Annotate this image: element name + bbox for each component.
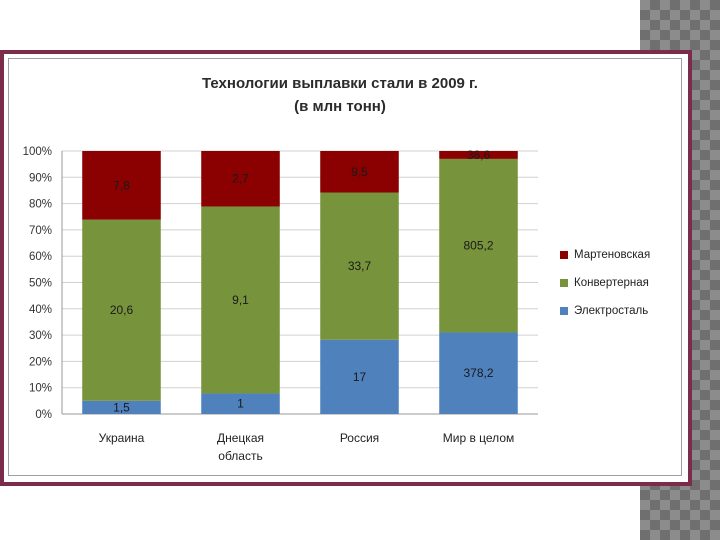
data-label: 36,6 bbox=[467, 148, 491, 162]
bar-segment bbox=[320, 339, 399, 414]
bar-segment bbox=[201, 151, 280, 207]
x-category-label: Днецкая bbox=[217, 431, 264, 445]
bar-segment bbox=[439, 158, 518, 333]
bar-segment bbox=[439, 151, 518, 159]
legend: Мартеновская Конвертерная Электросталь bbox=[560, 241, 650, 325]
bar-segment bbox=[201, 393, 280, 414]
y-tick-label: 30% bbox=[29, 330, 52, 342]
data-label: 7,8 bbox=[113, 178, 130, 192]
y-tick-label: 0% bbox=[35, 409, 52, 421]
y-tick-label: 20% bbox=[29, 356, 52, 368]
y-tick-label: 90% bbox=[29, 172, 52, 184]
data-label: 1 bbox=[237, 397, 244, 411]
x-category-label: Мир в целом bbox=[443, 431, 515, 445]
data-label: 378,2 bbox=[463, 366, 493, 380]
data-label: 805,2 bbox=[463, 239, 493, 253]
bar-segment bbox=[201, 206, 280, 394]
bar-segment bbox=[320, 151, 399, 193]
y-tick-label: 10% bbox=[29, 383, 52, 395]
data-label: 20,6 bbox=[110, 303, 134, 317]
bar-segment bbox=[82, 151, 161, 220]
legend-label: Электросталь bbox=[574, 305, 649, 317]
y-tick-label: 40% bbox=[29, 304, 52, 316]
data-label: 17 bbox=[353, 370, 367, 384]
legend-label: Мартеновская bbox=[574, 249, 651, 261]
legend-item: Конвертерная bbox=[560, 269, 650, 297]
legend-label: Конвертерная bbox=[574, 277, 649, 289]
y-tick-label: 70% bbox=[29, 225, 52, 237]
bar-segment bbox=[320, 192, 399, 340]
data-label: 9,5 bbox=[351, 165, 368, 179]
bar-segment bbox=[82, 219, 161, 401]
x-category-label: Украина bbox=[99, 431, 145, 445]
y-tick-label: 50% bbox=[29, 278, 52, 290]
y-tick-label: 80% bbox=[29, 199, 52, 211]
y-tick-label: 60% bbox=[29, 251, 52, 263]
chart-subtitle: (в млн тонн) bbox=[294, 98, 386, 115]
data-label: 1,5 bbox=[113, 400, 130, 414]
data-label: 2,7 bbox=[232, 172, 249, 186]
bar-segment bbox=[82, 400, 161, 414]
data-label: 33,7 bbox=[348, 259, 372, 273]
x-category-label: Россия bbox=[340, 431, 379, 445]
chart-area-border bbox=[8, 58, 682, 476]
data-label: 9,1 bbox=[232, 293, 249, 307]
bar-segment bbox=[439, 332, 518, 414]
y-tick-label: 100% bbox=[23, 146, 52, 158]
chart-title: Технологии выплавки стали в 2009 г. bbox=[202, 75, 478, 92]
legend-item: Мартеновская bbox=[560, 241, 650, 269]
x-category-label: область bbox=[218, 449, 262, 463]
legend-swatch bbox=[560, 279, 568, 287]
legend-swatch bbox=[560, 307, 568, 315]
chart-title-block: Технологии выплавки стали в 2009 г. (в м… bbox=[150, 72, 530, 118]
legend-swatch bbox=[560, 251, 568, 259]
legend-item: Электросталь bbox=[560, 297, 650, 325]
